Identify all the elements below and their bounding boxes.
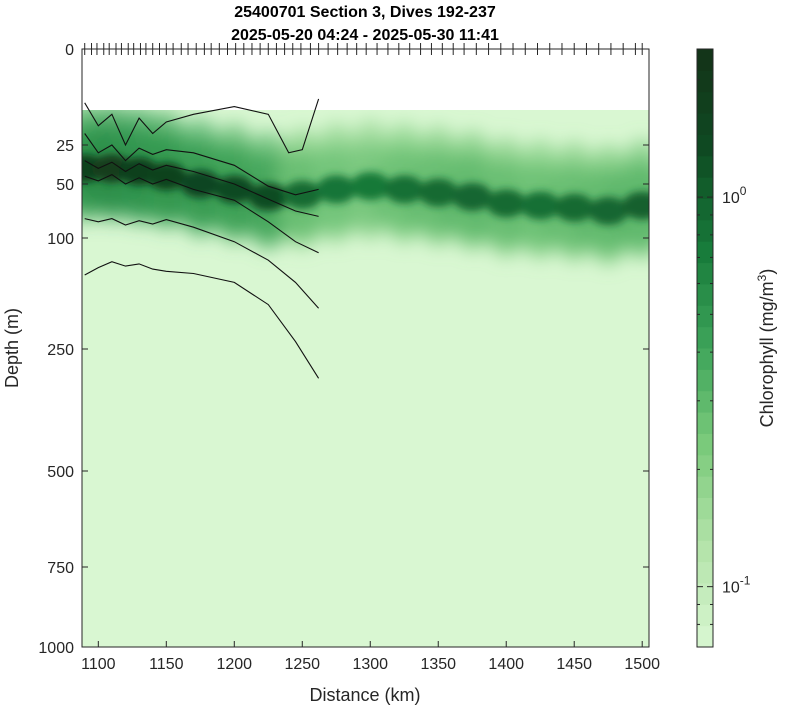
colorbar-step: [697, 604, 713, 627]
chlorophyll-core: [554, 193, 595, 222]
colorbar-label: Chlorophyll (mg/m3): [755, 269, 777, 428]
axes: [81, 48, 650, 648]
colorbar-step: [697, 412, 713, 434]
chlorophyll-core-patches: [82, 154, 649, 225]
colorbar-step: [697, 241, 713, 264]
colorbar-tick-label: 10-1: [722, 574, 751, 597]
colorbar-step: [697, 476, 713, 498]
plot-frame: [81, 48, 650, 648]
x-tick-label: 1250: [284, 656, 320, 673]
colorbar-tick-label: 100: [722, 184, 747, 207]
colorbar-ticks: 10-1 100: [697, 79, 751, 625]
x-tick-label: 1150: [149, 656, 184, 673]
colorbar-step: [697, 497, 713, 520]
colorbar-step: [697, 283, 713, 306]
y-tick-label: 25: [56, 138, 74, 155]
contour-line: [84, 133, 319, 196]
y-tick-label: 500: [47, 464, 74, 481]
chlorophyll-core: [180, 170, 221, 198]
y-tick-label: 50: [56, 177, 74, 194]
colorbar-frame: [696, 48, 714, 648]
contour-lines: [84, 98, 320, 379]
x-tick-label: 1350: [420, 656, 456, 673]
colorbar-step: [697, 219, 713, 242]
colorbar-step: [697, 518, 713, 541]
colorbar-step: [697, 155, 713, 178]
colorbar-step: [697, 561, 713, 584]
x-axis-label: Distance (km): [309, 685, 420, 705]
y-tick-label: 750: [47, 560, 74, 577]
contour-line: [84, 160, 319, 217]
colorbar-step: [697, 262, 713, 285]
colorbar-step: [697, 134, 713, 157]
chlorophyll-core: [418, 178, 459, 207]
y-tick-label: 250: [47, 342, 74, 359]
contour-line: [84, 261, 320, 379]
colorbar-step: [697, 625, 713, 648]
chlorophyll-core: [350, 172, 391, 201]
chlorophyll-core: [486, 189, 527, 218]
x-axis-ticks: 1100 1150 1200 1250 1300 1350 1400 1450 1500: [81, 641, 660, 673]
contour-line: [84, 173, 319, 254]
colorbar-step: [697, 70, 713, 93]
x-tick-label: 1400: [488, 656, 524, 673]
chlorophyll-core: [214, 175, 255, 204]
chlorophyll-core: [384, 175, 425, 204]
colorbar-step: [697, 540, 713, 563]
colorbar-steps: [697, 49, 713, 648]
colorbar-step: [697, 305, 713, 328]
colorbar-step: [697, 113, 713, 135]
colorbar: 10-1 100 Chlorophyll (mg/m3): [696, 48, 777, 648]
colorbar-step: [697, 433, 713, 456]
chlorophyll-core: [248, 182, 289, 211]
colorbar-step: [697, 49, 713, 71]
x-tick-label: 1200: [216, 656, 252, 673]
contour-line: [84, 98, 320, 154]
x-tick-label: 1100: [81, 656, 116, 673]
x-tick-label: 1500: [624, 656, 660, 673]
colorbar-step: [697, 348, 713, 370]
chlorophyll-core: [282, 180, 323, 209]
chlorophyll-core: [520, 191, 561, 220]
colorbar-step: [697, 198, 713, 221]
data-field: [82, 110, 649, 647]
colorbar-step: [697, 390, 713, 413]
colorbar-step: [697, 177, 713, 199]
y-axis-label: Depth (m): [2, 308, 22, 388]
y-tick-label: 1000: [38, 640, 74, 657]
y-axis-ticks: 0 25 50 100 250 500 750 1000: [38, 42, 649, 657]
colorbar-step: [697, 91, 713, 114]
chlorophyll-core: [146, 162, 187, 191]
y-tick-label: 0: [65, 42, 74, 59]
chlorophyll-core: [452, 182, 493, 211]
colorbar-step: [697, 369, 713, 392]
chart-title: 25400701 Section 3, Dives 192-237: [234, 4, 496, 21]
chlorophyll-core: [622, 191, 649, 220]
y-tick-label: 100: [47, 231, 74, 248]
colorbar-step: [697, 582, 713, 605]
x-tick-label: 1300: [352, 656, 388, 673]
chlorophyll-core: [316, 175, 357, 204]
dive-position-ticks: [84, 43, 643, 55]
contour-line: [84, 218, 320, 309]
chlorophyll-core: [588, 197, 629, 225]
x-tick-label: 1450: [556, 656, 592, 673]
colorbar-step: [697, 454, 713, 477]
chart-subtitle: 2025-05-20 04:24 - 2025-05-30 11:41: [231, 27, 499, 44]
colorbar-step: [697, 326, 713, 349]
